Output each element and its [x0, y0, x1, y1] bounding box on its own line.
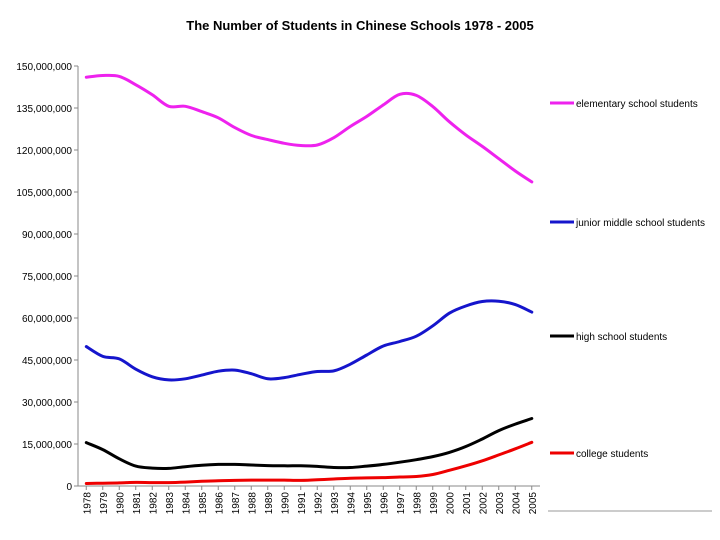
x-tick-label: 1997 [396, 492, 407, 515]
y-tick-label: 30,000,000 [22, 398, 72, 409]
series-line [84, 73, 534, 184]
x-tick-label: 1990 [280, 492, 291, 515]
x-tick-label: 1982 [148, 492, 159, 515]
y-tick-label: 135,000,000 [16, 104, 72, 115]
x-tick-label: 2000 [445, 492, 456, 515]
x-tick-label: 1993 [330, 492, 341, 515]
x-tick-label: 1988 [247, 492, 258, 515]
x-axis-ticks: 1978 1979 1980 1981 1982 1983 1984 1985 1986 1987… [82, 486, 539, 514]
x-tick-label: 1986 [214, 492, 225, 515]
y-axis-ticks: 0 15,000,000 30,000,000 45,000,000 60,000,00… [16, 62, 78, 493]
y-tick-label: 150,000,000 [16, 62, 72, 73]
x-tick-label: 1979 [99, 492, 110, 515]
legend-label: junior middle school students [575, 218, 705, 229]
legend: elementary school students junior middle … [550, 99, 705, 460]
x-tick-label: 1989 [264, 492, 275, 515]
legend-label: college students [576, 449, 648, 460]
y-tick-label: 105,000,000 [16, 188, 72, 199]
x-tick-label: 1999 [429, 492, 440, 515]
x-tick-label: 1995 [363, 492, 374, 515]
x-tick-label: 2003 [495, 492, 506, 515]
x-tick-label: 2005 [528, 492, 539, 515]
series-line [84, 440, 534, 485]
series-line [84, 417, 534, 470]
x-tick-label: 2002 [478, 492, 489, 515]
x-tick-label: 1985 [198, 492, 209, 515]
x-tick-label: 1994 [346, 492, 357, 515]
chart-title: The Number of Students in Chinese School… [186, 18, 533, 33]
x-tick-label: 1983 [165, 492, 176, 515]
x-tick-label: 2001 [462, 492, 473, 515]
series-lines [84, 73, 534, 485]
legend-label: high school students [576, 332, 667, 343]
legend-label: elementary school students [576, 99, 698, 110]
y-tick-label: 0 [66, 482, 72, 493]
y-tick-label: 60,000,000 [22, 314, 72, 325]
axes [77, 66, 712, 512]
y-tick-label: 90,000,000 [22, 230, 72, 241]
x-tick-label: 1984 [181, 492, 192, 515]
y-tick-label: 15,000,000 [22, 440, 72, 451]
y-tick-label: 45,000,000 [22, 356, 72, 367]
x-tick-label: 1978 [82, 492, 93, 515]
x-tick-label: 1980 [115, 492, 126, 515]
y-tick-label: 120,000,000 [16, 146, 72, 157]
x-tick-label: 1996 [379, 492, 390, 515]
x-tick-label: 1991 [297, 492, 308, 515]
x-tick-label: 1998 [412, 492, 423, 515]
y-tick-label: 75,000,000 [22, 272, 72, 283]
series-line [84, 299, 534, 382]
x-tick-label: 1981 [132, 492, 143, 515]
x-tick-label: 1992 [313, 492, 324, 515]
x-tick-label: 2004 [511, 492, 522, 515]
x-tick-label: 1987 [231, 492, 242, 515]
